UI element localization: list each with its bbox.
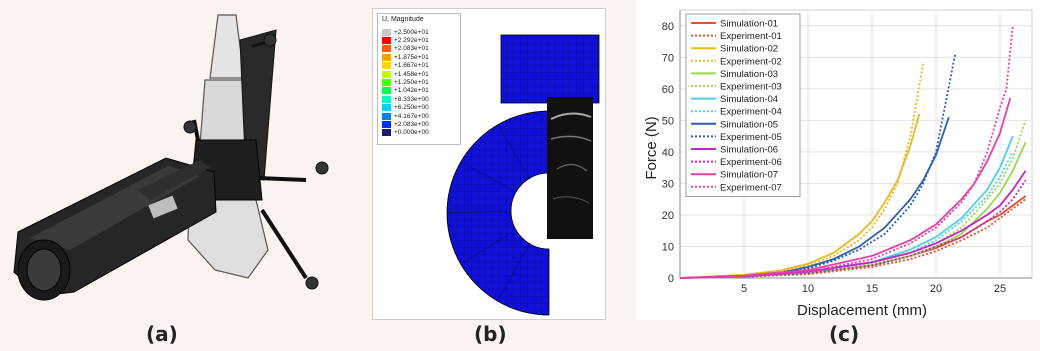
legend-label: Experiment-04: [720, 107, 782, 118]
contour-value: +2.500e+01: [394, 28, 429, 36]
contour-swatch: [382, 112, 391, 120]
caption-c: (c): [829, 322, 860, 346]
series-line: [679, 98, 1012, 279]
x-tick-label: 25: [994, 283, 1006, 295]
contour-swatch: [382, 62, 391, 70]
y-tick-label: 40: [662, 147, 674, 159]
contour-legend-row: +2.292e+01: [382, 36, 429, 45]
y-tick-label: 20: [662, 210, 674, 222]
series-line: [679, 198, 1027, 279]
legend-label: Simulation-04: [720, 94, 778, 105]
contour-swatch: [382, 129, 391, 137]
contour-legend-row: +8.333e+00: [382, 95, 429, 103]
chart-legend: Simulation-01Experiment-01Simulation-02E…: [685, 13, 801, 197]
contour-legend-row: +1.042e+01: [382, 87, 429, 95]
force-displacement-chart: 0 10 20 30 40 50 60 70 80 5 10 15 20 25 Simulation-01…: [636, 0, 1040, 320]
contour-swatch: [382, 87, 391, 95]
contour-legend-row: +4.167e+00: [382, 112, 429, 120]
contour-swatch: [382, 79, 391, 87]
contour-legend-row: +1.458e+01: [382, 70, 429, 78]
legend-label: Simulation-07: [720, 170, 778, 181]
contour-legend-row: +1.250e+01: [382, 78, 429, 87]
series-line: [679, 142, 1027, 279]
x-tick-label: 5: [741, 283, 747, 295]
series-line: [679, 113, 921, 279]
series-line: [679, 25, 1014, 279]
contour-swatch: [382, 70, 391, 78]
chart-svg: 0 10 20 30 40 50 60 70 80 5 10 15 20 25 Simulation-01…: [643, 9, 1033, 319]
contour-legend-row: +2.083e+01: [382, 45, 429, 53]
contour-value: +2.083e+00: [394, 120, 429, 128]
legend-label: Simulation-01: [720, 19, 778, 30]
caption-b: (b): [474, 322, 507, 346]
contour-value: +2.292e+01: [394, 37, 429, 45]
legend-label: Experiment-02: [720, 56, 782, 67]
contour-value: +1.458e+01: [394, 70, 429, 78]
fe-mesh-drawing: [446, 34, 600, 316]
legend-label: Experiment-03: [720, 82, 782, 93]
contour-rows: +2.500e+01 +2.292e+01 +2.083e+01 +1.875e+01…: [382, 28, 429, 137]
y-tick-label: 60: [662, 84, 674, 96]
legend-label: Experiment-06: [720, 157, 782, 168]
contour-value: +8.333e+00: [394, 95, 429, 103]
contour-title: U, Magnitude: [382, 16, 424, 23]
contour-value: +1.042e+01: [394, 87, 429, 95]
contour-legend-row: +2.500e+01: [382, 28, 429, 36]
contour-value: +1.667e+01: [394, 62, 429, 70]
y-tick-label: 0: [668, 273, 674, 285]
x-tick-label: 10: [802, 283, 814, 295]
contour-swatch: [382, 95, 391, 103]
contour-swatch: [382, 53, 391, 61]
contour-legend-row: +2.083e+00: [382, 120, 429, 128]
fe-simulation-panel: U, Magnitude +2.500e+01 +2.292e+01 +2.083e…: [372, 8, 606, 320]
legend-label: Simulation-02: [720, 44, 778, 55]
y-tick-label: 50: [662, 115, 674, 127]
y-tick-label: 70: [662, 52, 674, 64]
x-tick-label: 20: [930, 283, 942, 295]
contour-legend-row: +1.667e+01: [382, 62, 429, 70]
contour-swatch: [382, 104, 391, 112]
legend-box: [685, 13, 801, 197]
legend-label: Experiment-07: [720, 182, 782, 193]
legend-label: Simulation-06: [720, 145, 778, 156]
legend-label: Experiment-01: [720, 31, 782, 42]
legend-label: Simulation-03: [720, 69, 778, 80]
contour-swatch: [382, 45, 391, 53]
legend-label: Simulation-05: [720, 119, 778, 130]
legend-label: Experiment-05: [720, 132, 782, 143]
y-axis-label: Force (N): [643, 116, 660, 179]
contour-value: +6.250e+00: [394, 104, 429, 112]
y-tick-label: 80: [662, 21, 674, 33]
contour-legend-row: +6.250e+00: [382, 104, 429, 112]
contour-legend: U, Magnitude +2.500e+01 +2.292e+01 +2.083e…: [377, 13, 461, 145]
contour-value: +2.083e+01: [394, 45, 429, 53]
contour-legend-row: +0.000e+00: [382, 129, 429, 137]
caption-a: (a): [146, 322, 178, 346]
probe-holder-render: [0, 0, 345, 320]
chart-series: [679, 25, 1027, 279]
x-tick-label: 15: [866, 283, 878, 295]
contour-value: +0.000e+00: [394, 129, 429, 137]
contour-value: +1.250e+01: [394, 79, 429, 87]
contour-swatch: [382, 37, 391, 45]
contour-value: +1.875e+01: [394, 53, 429, 61]
probe-holder-drawing: [13, 14, 329, 301]
contour-swatch: [382, 28, 391, 36]
chart-axes: 0 10 20 30 40 50 60 70 80 5 10 15 20 25: [662, 10, 1032, 295]
contour-value: +4.167e+00: [394, 112, 429, 120]
y-tick-label: 30: [662, 178, 674, 190]
contour-legend-row: +1.875e+01: [382, 53, 429, 61]
y-tick-label: 10: [662, 241, 674, 253]
series-line: [679, 170, 1027, 279]
x-axis-label: Displacement (mm): [797, 302, 927, 319]
contour-swatch: [382, 120, 391, 128]
